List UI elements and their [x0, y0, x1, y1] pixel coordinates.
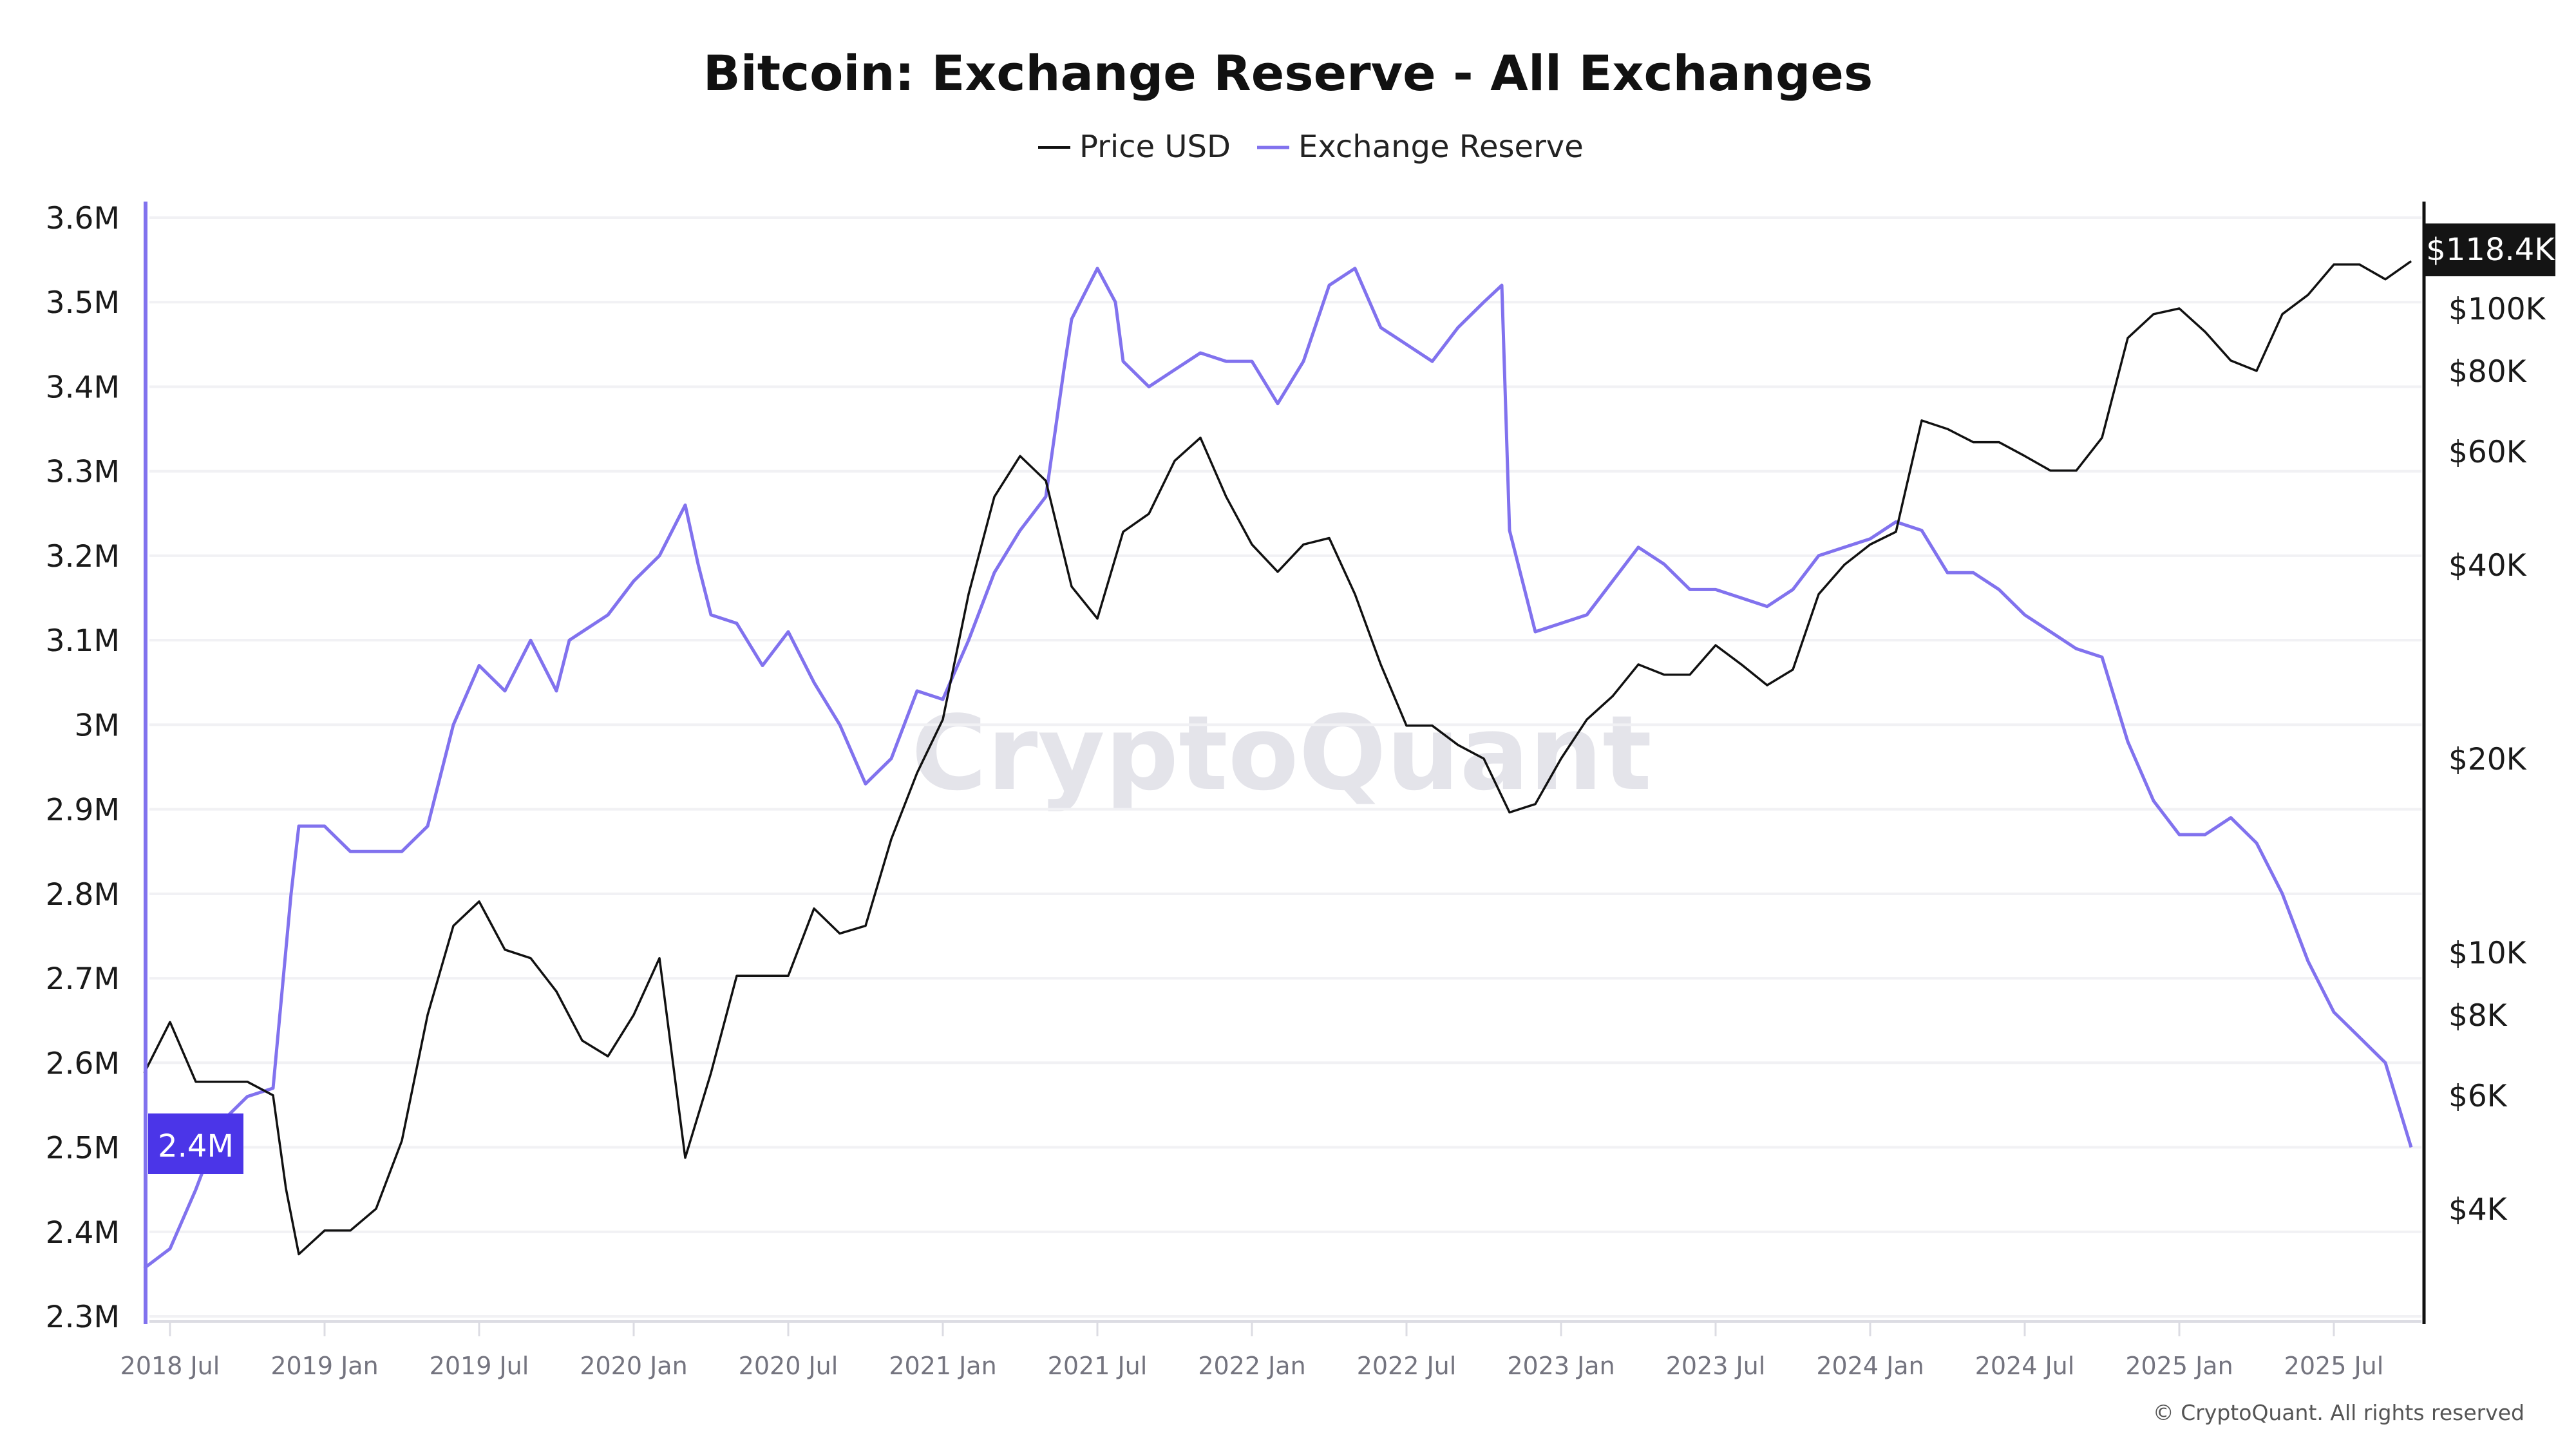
x-tick-label: 2020 Jul	[739, 1352, 838, 1380]
left-tick-label: 3M	[75, 708, 120, 743]
reserve-current-box	[148, 1113, 243, 1174]
x-tick-label: 2018 Jul	[120, 1352, 220, 1380]
right-tick-label: $4K	[2448, 1192, 2508, 1227]
price-current-badge: $118.4K	[2425, 223, 2555, 276]
watermark: CryptoQuant	[911, 693, 1652, 813]
legend-label-price: Price USD	[1079, 129, 1231, 165]
reserve-line	[143, 267, 2413, 1270]
chart-title: Bitcoin: Exchange Reserve - All Exchange…	[703, 44, 1873, 102]
left-tick-label: 2.9M	[46, 793, 120, 828]
x-tick-label: 2024 Jan	[1816, 1352, 1924, 1380]
reserve-current-badge: 2.4M	[148, 1113, 243, 1174]
copyright: © CryptoQuant. All rights reserved	[2153, 1400, 2524, 1425]
x-tick-label: 2019 Jul	[430, 1352, 529, 1380]
x-tick-label: 2020 Jan	[580, 1352, 687, 1380]
price-current-box	[2425, 223, 2555, 276]
right-tick-label: $80K	[2448, 354, 2527, 390]
x-axis: 2018 Jul 2019 Jan 2019 Jul 2020 Jan 2020 Jul…	[120, 1320, 2421, 1380]
right-tick-label: $8K	[2448, 998, 2508, 1034]
legend-item-price[interactable]: Price USD	[1038, 129, 1231, 165]
left-tick-label: 3.3M	[46, 455, 120, 490]
x-tick-label: 2019 Jan	[270, 1352, 378, 1380]
x-tick-label: 2021 Jan	[889, 1352, 996, 1380]
price-current-label: $118.4K	[2426, 232, 2555, 268]
x-tick-label: 2021 Jul	[1048, 1352, 1148, 1380]
gridlines	[149, 216, 2421, 1318]
left-tick-label: 3.1M	[46, 623, 120, 659]
left-tick-label: 2.6M	[46, 1046, 120, 1081]
x-tick-label: 2023 Jan	[1507, 1352, 1615, 1380]
series-lines	[143, 260, 2413, 1270]
x-tick-label: 2022 Jul	[1357, 1352, 1457, 1380]
x-tick-label: 2024 Jul	[1975, 1352, 2075, 1380]
legend: Price USD Exchange Reserve	[1038, 129, 1584, 165]
right-tick-label: $40K	[2448, 548, 2527, 583]
x-tick-label: 2025 Jan	[2125, 1352, 2233, 1380]
left-tick-label: 3.2M	[46, 539, 120, 574]
left-tick-label: 2.4M	[46, 1215, 120, 1251]
price-line	[143, 260, 2412, 1256]
x-tick-label: 2023 Jul	[1666, 1352, 1766, 1380]
reserve-current-label: 2.4M	[158, 1128, 234, 1164]
right-tick-label: $60K	[2448, 435, 2527, 470]
left-tick-label: 2.3M	[46, 1300, 120, 1335]
right-tick-label: $20K	[2448, 742, 2527, 777]
right-tick-label: $10K	[2448, 936, 2527, 971]
left-tick-label: 2.5M	[46, 1131, 120, 1166]
left-tick-label: 2.7M	[46, 961, 120, 997]
left-tick-label: 3.6M	[46, 201, 120, 236]
left-tick-label: 3.5M	[46, 285, 120, 321]
legend-label-reserve: Exchange Reserve	[1298, 129, 1584, 165]
x-tick-label: 2025 Jul	[2284, 1352, 2384, 1380]
right-tick-label: $100K	[2448, 292, 2546, 327]
legend-item-reserve[interactable]: Exchange Reserve	[1257, 129, 1584, 165]
x-tick-label: 2022 Jan	[1198, 1352, 1305, 1380]
left-tick-label: 3.4M	[46, 370, 120, 405]
left-y-axis: 3.6M 3.5M 3.4M 3.3M 3.2M 3.1M 3M 2.9M 2.8M 2.7M 2.…	[46, 201, 120, 1335]
right-tick-label: $6K	[2448, 1079, 2508, 1114]
right-y-axis: $100K $80K $60K $40K $20K $10K $8K $6K $4K	[2448, 292, 2546, 1227]
left-tick-label: 2.8M	[46, 877, 120, 913]
